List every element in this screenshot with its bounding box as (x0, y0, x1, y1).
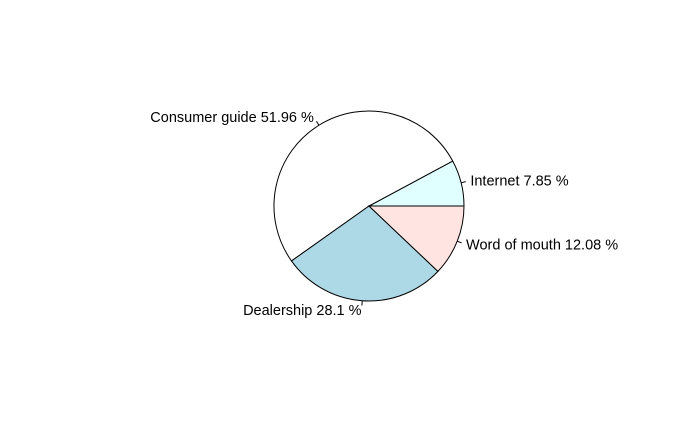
slice-label: Word of mouth 12.08 % (466, 238, 618, 254)
pie-slices (273, 110, 465, 302)
leader-line (457, 240, 462, 244)
leader-line (461, 181, 466, 184)
leader-line (316, 120, 320, 126)
slice-label: Consumer guide 51.96 % (150, 110, 314, 126)
pie-slice-dealership (290, 205, 439, 302)
slice-label: Internet 7.85 % (470, 173, 568, 189)
slice-label: Dealership 28.1 % (243, 303, 362, 319)
pie-slice-word-of-mouth (367, 205, 465, 273)
slice-labels: Internet 7.85 % Consumer guide 51.96 % Dea… (150, 110, 618, 319)
leader-lines (316, 120, 466, 306)
pie-slice-consumer-guide (273, 110, 454, 262)
